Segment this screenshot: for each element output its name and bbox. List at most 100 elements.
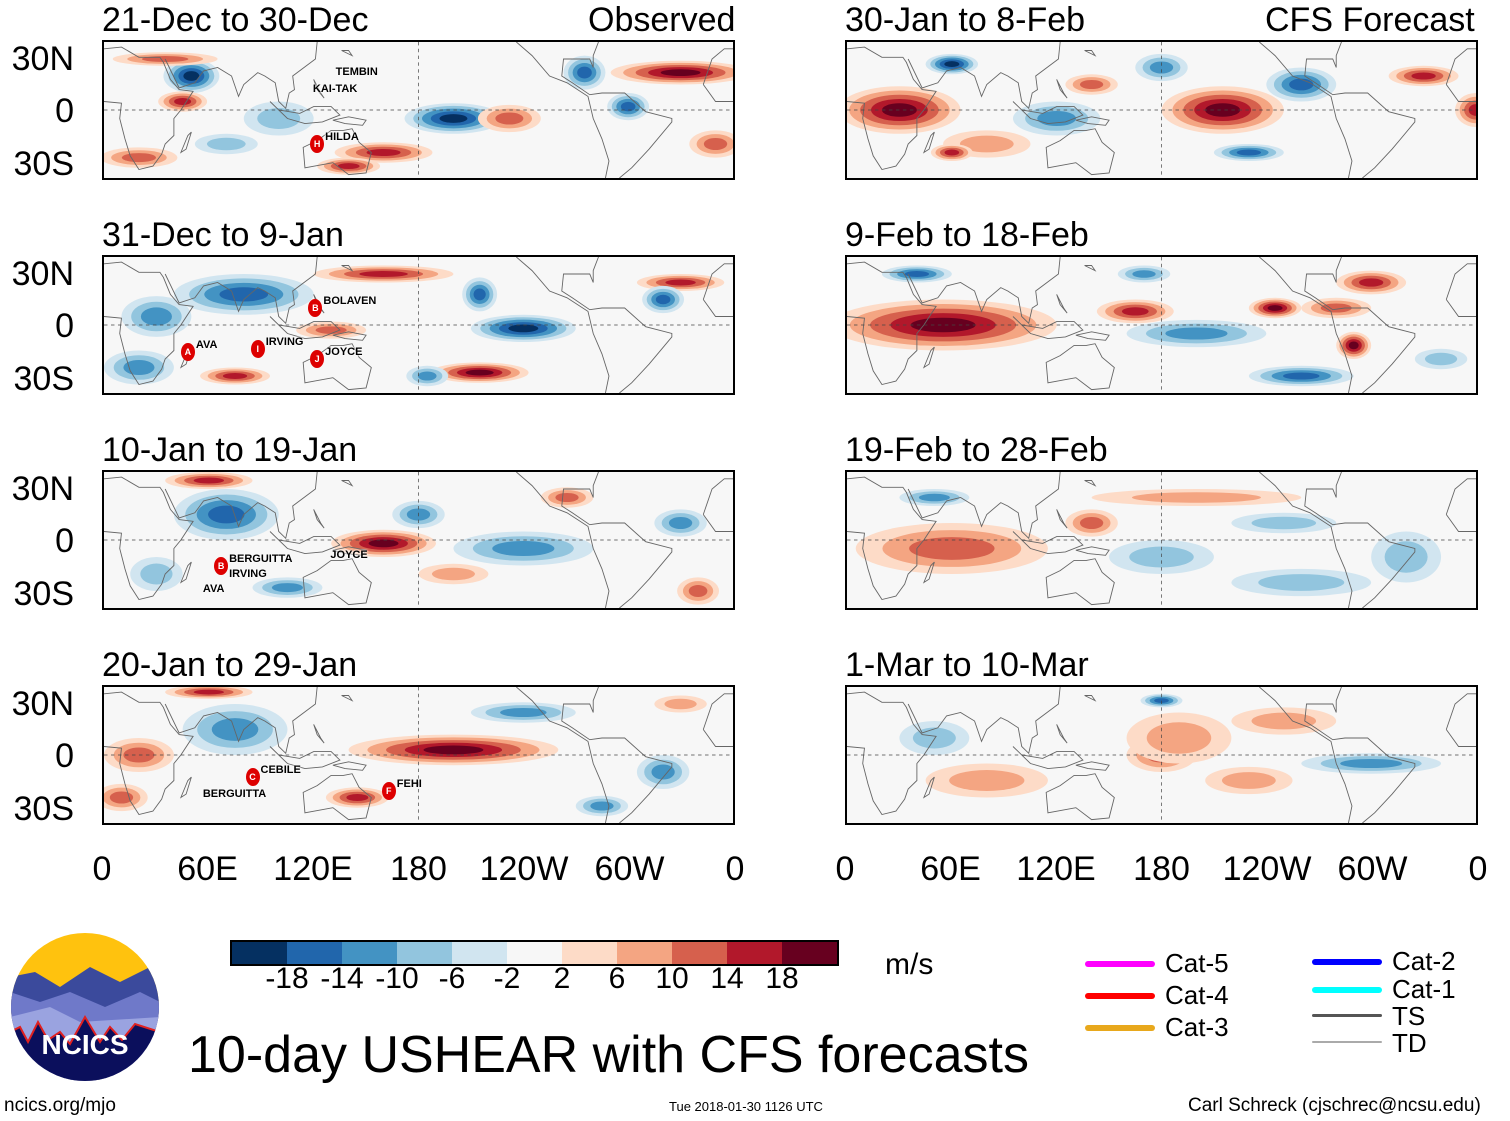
- map-panel: [845, 685, 1478, 825]
- colorbar-label: -14: [320, 962, 364, 995]
- storm-label: JOYCE: [325, 346, 363, 358]
- panel-title: 31-Dec to 9-Jan: [102, 216, 344, 254]
- colorbar-units: m/s: [885, 948, 934, 981]
- anomaly-contour: [431, 567, 475, 581]
- anomaly-contour: [1132, 270, 1156, 278]
- panel-title: 10-Jan to 19-Jan: [102, 431, 358, 469]
- colorbar-label: 6: [608, 962, 626, 995]
- panel-title: 9-Feb to 18-Feb: [845, 216, 1089, 254]
- anomaly-contour: [555, 492, 579, 503]
- anomaly-contour: [1165, 327, 1228, 340]
- anomaly-contour: [473, 288, 486, 301]
- anomaly-contour: [359, 271, 408, 277]
- colorbar-swatch: [452, 942, 507, 964]
- anomaly-contour: [222, 373, 248, 379]
- anomaly-contour: [439, 114, 468, 123]
- anomaly-contour: [1258, 574, 1345, 591]
- footer-url[interactable]: ncics.org/mjo: [4, 1095, 116, 1116]
- storm-marker: A: [180, 343, 195, 362]
- legend-line: [1085, 961, 1155, 967]
- colorbar-label: 10: [655, 962, 689, 995]
- storm-label: BOLAVEN: [323, 295, 377, 307]
- anomaly-contour: [918, 493, 950, 502]
- lat-label: 30N: [11, 255, 74, 293]
- storm-marker: J: [310, 350, 325, 368]
- storm-marker: H: [310, 135, 325, 153]
- lon-label: 0: [725, 850, 745, 888]
- anomaly-contour: [651, 764, 675, 780]
- storm-label: CEBILE: [260, 764, 301, 777]
- lat-label: 30S: [13, 360, 75, 398]
- anomaly-contour: [664, 698, 697, 710]
- lon-label: 180: [1133, 850, 1190, 888]
- storm-label: IRVING: [265, 335, 304, 348]
- colorbar-swatch: [562, 942, 617, 964]
- anomaly-contour: [909, 537, 995, 560]
- anomaly-contour: [1348, 341, 1359, 350]
- anomaly-contour: [508, 324, 539, 333]
- legend-line: [1312, 959, 1382, 965]
- legend-line: [1312, 1041, 1382, 1043]
- colorbar-label: -2: [493, 962, 521, 995]
- anomaly-contour: [123, 747, 155, 763]
- anomaly-contour: [1411, 72, 1436, 80]
- lat-label: 0: [55, 522, 74, 560]
- anomaly-contour: [121, 153, 157, 163]
- anomaly-contour: [500, 707, 547, 718]
- legend-line: [1085, 993, 1155, 999]
- anomaly-contour: [1146, 722, 1212, 754]
- legend-label: TS: [1392, 1001, 1426, 1031]
- anomaly-contour: [620, 101, 636, 112]
- anomaly-contour: [1205, 103, 1241, 117]
- observed-header: Observed: [588, 1, 736, 39]
- anomaly-contour: [492, 540, 555, 557]
- footer-credit: Carl Schreck (cjschrec@ncsu.edu): [1188, 1095, 1481, 1116]
- anomaly-contour: [1037, 110, 1077, 127]
- legend-label: Cat-1: [1392, 974, 1456, 1004]
- anomaly-contour: [193, 689, 225, 695]
- panel-title: 30-Jan to 8-Feb: [845, 1, 1086, 39]
- colorbar-swatch: [617, 942, 672, 964]
- storm-label: JOYCE: [330, 549, 368, 562]
- colorbar-swatch: [727, 942, 782, 964]
- storm-label: KAI-TAK: [312, 83, 358, 96]
- anomaly-contour: [109, 791, 134, 804]
- lat-label: 30S: [13, 790, 75, 828]
- storm-marker: B: [308, 299, 323, 317]
- figure-title: 10-day USHEAR with CFS forecasts: [188, 1026, 1029, 1084]
- panel-title: 1-Mar to 10-Mar: [845, 646, 1089, 684]
- anomaly-contour: [688, 584, 708, 598]
- map-panel: [845, 470, 1478, 610]
- anomaly-contour: [1149, 61, 1174, 74]
- storm-marker: F: [381, 781, 396, 800]
- storm-label: IRVING: [229, 567, 267, 580]
- lat-label: 30N: [11, 685, 74, 723]
- legend-label: Cat-5: [1165, 948, 1229, 978]
- anomaly-contour: [140, 307, 172, 326]
- footer-timestamp: Tue 2018-01-30 1126 UTC: [669, 1099, 823, 1114]
- lat-label: 30N: [11, 470, 74, 508]
- anomaly-contour: [346, 793, 369, 802]
- anomaly-contour: [1236, 149, 1262, 156]
- anomaly-contour: [174, 97, 192, 106]
- anomaly-contour: [495, 112, 524, 125]
- storm-label: TEMBIN: [335, 66, 378, 79]
- anomaly-contour: [1251, 516, 1317, 530]
- anomaly-contour: [257, 108, 301, 129]
- anomaly-contour: [904, 271, 930, 277]
- legend-line: [1312, 987, 1382, 993]
- colorbar-swatch: [287, 942, 342, 964]
- colorbar-label: -10: [375, 962, 419, 995]
- anomaly-contour: [1221, 772, 1276, 789]
- storm-marker: B: [214, 556, 229, 575]
- lon-label: 0: [1468, 850, 1488, 888]
- anomaly-contour: [423, 745, 484, 755]
- lon-label: 60E: [920, 850, 981, 888]
- anomaly-contour: [1340, 758, 1403, 769]
- anomaly-contour: [665, 279, 696, 286]
- lon-label: 0: [835, 850, 855, 888]
- anomaly-contour: [417, 371, 437, 381]
- anomaly-contour: [1154, 698, 1169, 703]
- colorbar-label: -6: [438, 962, 466, 995]
- anomaly-contour: [1079, 516, 1104, 530]
